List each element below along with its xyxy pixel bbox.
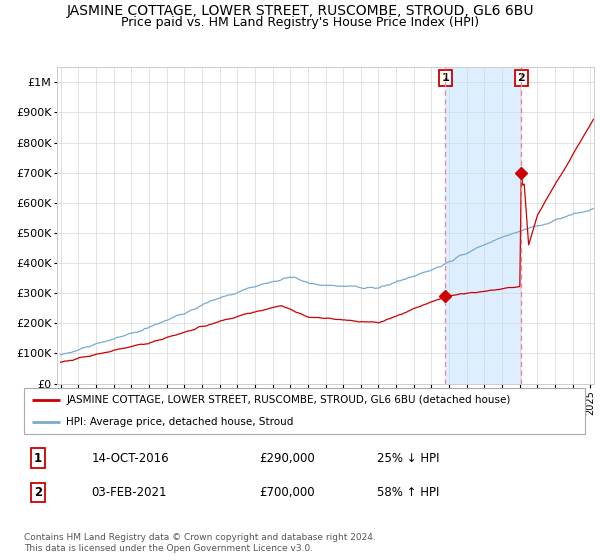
Text: 2: 2 <box>518 73 525 83</box>
Text: £700,000: £700,000 <box>260 486 315 499</box>
Text: 2: 2 <box>34 486 42 499</box>
FancyBboxPatch shape <box>24 388 585 434</box>
Text: 14-OCT-2016: 14-OCT-2016 <box>91 451 169 464</box>
Text: 03-FEB-2021: 03-FEB-2021 <box>91 486 167 499</box>
Text: JASMINE COTTAGE, LOWER STREET, RUSCOMBE, STROUD, GL6 6BU (detached house): JASMINE COTTAGE, LOWER STREET, RUSCOMBE,… <box>66 395 511 405</box>
Text: JASMINE COTTAGE, LOWER STREET, RUSCOMBE, STROUD, GL6 6BU: JASMINE COTTAGE, LOWER STREET, RUSCOMBE,… <box>66 4 534 18</box>
Text: 25% ↓ HPI: 25% ↓ HPI <box>377 451 440 464</box>
Text: HPI: Average price, detached house, Stroud: HPI: Average price, detached house, Stro… <box>66 417 293 427</box>
Text: 58% ↑ HPI: 58% ↑ HPI <box>377 486 440 499</box>
Text: 1: 1 <box>34 451 42 464</box>
Text: Price paid vs. HM Land Registry's House Price Index (HPI): Price paid vs. HM Land Registry's House … <box>121 16 479 29</box>
Bar <box>445 67 521 384</box>
Text: 1: 1 <box>442 73 449 83</box>
Text: Contains HM Land Registry data © Crown copyright and database right 2024.
This d: Contains HM Land Registry data © Crown c… <box>24 533 376 553</box>
Text: £290,000: £290,000 <box>260 451 316 464</box>
